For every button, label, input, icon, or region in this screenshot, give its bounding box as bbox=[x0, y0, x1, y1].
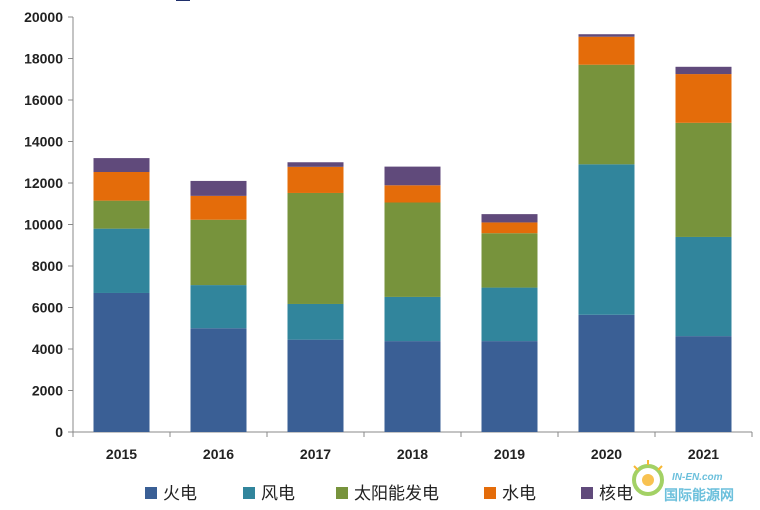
legend-swatch bbox=[336, 487, 348, 499]
watermark-logo bbox=[632, 460, 664, 496]
y-tick-label: 12000 bbox=[24, 175, 63, 191]
bar-segment bbox=[190, 285, 247, 329]
bar-segment bbox=[93, 158, 150, 173]
legend-label: 火电 bbox=[163, 484, 197, 503]
y-tick-label: 14000 bbox=[24, 134, 63, 150]
legend-label: 核电 bbox=[599, 484, 633, 503]
bar-segment bbox=[675, 66, 732, 75]
bar-segment bbox=[287, 192, 344, 304]
watermark-subtext: IN-EN.com bbox=[672, 472, 723, 483]
bar-segment bbox=[481, 233, 538, 288]
y-tick-labels: 0 2000 4000 6000 8000 10000 12000 14000 16000 180… bbox=[24, 9, 73, 440]
bar-segment bbox=[93, 200, 150, 229]
bar-segment bbox=[578, 34, 635, 37]
bars bbox=[93, 34, 732, 432]
bar-segment bbox=[384, 341, 441, 432]
bar-segment bbox=[481, 287, 538, 342]
x-tick-label: 2017 bbox=[300, 446, 331, 462]
bar-segment bbox=[384, 296, 441, 342]
bar-segment bbox=[287, 162, 344, 167]
y-tick-label: 10000 bbox=[24, 217, 63, 233]
y-tick-label: 6000 bbox=[32, 300, 63, 316]
legend-swatch bbox=[581, 487, 593, 499]
y-tick-label: 18000 bbox=[24, 51, 63, 67]
bar-segment bbox=[190, 180, 247, 196]
bar-segment bbox=[190, 195, 247, 220]
bar-segment bbox=[481, 341, 538, 432]
legend-swatch bbox=[484, 487, 496, 499]
bar-segment bbox=[287, 339, 344, 432]
bar-segment bbox=[578, 36, 635, 65]
bar-segment bbox=[384, 185, 441, 203]
y-tick-label: 20000 bbox=[24, 9, 63, 25]
x-tick-label: 2018 bbox=[397, 446, 428, 462]
x-tick-label: 2020 bbox=[591, 446, 622, 462]
bar-segment bbox=[190, 219, 247, 286]
bar-segment bbox=[384, 166, 441, 186]
y-tick-label: 2000 bbox=[32, 383, 63, 399]
legend-label: 太阳能发电 bbox=[354, 484, 439, 503]
y-tick-label: 16000 bbox=[24, 92, 63, 108]
y-tick-label: 4000 bbox=[32, 341, 63, 357]
bar-segment bbox=[93, 172, 150, 201]
legend-swatch bbox=[243, 487, 255, 499]
x-tick-labels: 2015 2016 2017 2018 2019 2020 2021 bbox=[106, 446, 719, 462]
bar-segment bbox=[578, 64, 635, 165]
bar-segment bbox=[481, 214, 538, 223]
bar-segment bbox=[675, 122, 732, 237]
x-tick-label: 2019 bbox=[494, 446, 525, 462]
bar-segment bbox=[675, 236, 732, 337]
bar-segment bbox=[287, 303, 344, 340]
x-tick-label: 2015 bbox=[106, 446, 137, 462]
legend-label: 水电 bbox=[502, 484, 536, 503]
legend-label: 风电 bbox=[261, 484, 295, 503]
bar-segment bbox=[287, 166, 344, 193]
bar-segment bbox=[93, 292, 150, 432]
bar-segment bbox=[481, 222, 538, 234]
legend-swatch bbox=[145, 487, 157, 499]
bar-segment bbox=[675, 336, 732, 432]
bar-segment bbox=[578, 164, 635, 315]
bar-segment bbox=[578, 314, 635, 432]
y-tick-label: 8000 bbox=[32, 258, 63, 274]
bar-segment bbox=[190, 328, 247, 432]
x-tick-label: 2016 bbox=[203, 446, 234, 462]
legend: 火电 风电 太阳能发电 水电 核电 bbox=[145, 484, 633, 503]
bar-segment bbox=[675, 74, 732, 123]
bar-segment bbox=[93, 228, 150, 293]
x-tick-label: 2021 bbox=[688, 446, 719, 462]
watermark-text: 国际能源网 bbox=[664, 487, 734, 503]
title-fragment bbox=[176, 0, 190, 1]
y-tick-label: 0 bbox=[55, 424, 63, 440]
bar-segment bbox=[384, 202, 441, 297]
